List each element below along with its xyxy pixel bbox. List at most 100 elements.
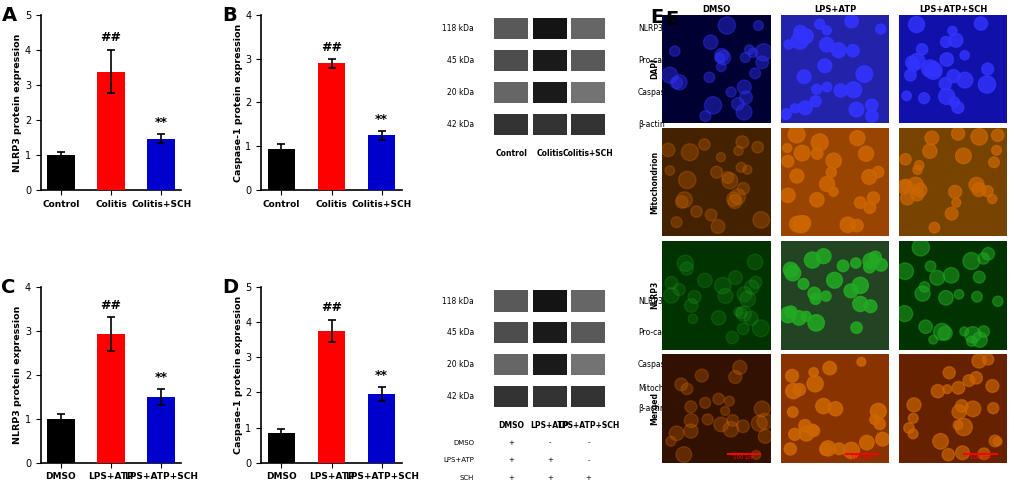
Circle shape	[730, 189, 745, 205]
Circle shape	[869, 403, 886, 419]
Text: 20 kDa: 20 kDa	[446, 88, 474, 97]
Y-axis label: Mitochondrion: Mitochondrion	[650, 150, 659, 214]
Circle shape	[728, 271, 742, 284]
Circle shape	[931, 68, 940, 76]
Circle shape	[820, 291, 830, 301]
Circle shape	[962, 375, 974, 387]
Circle shape	[676, 447, 691, 463]
Circle shape	[749, 276, 761, 288]
Circle shape	[966, 336, 976, 346]
Circle shape	[990, 146, 1001, 155]
Circle shape	[918, 320, 931, 334]
Text: **: **	[155, 116, 167, 129]
Circle shape	[991, 296, 1002, 306]
Circle shape	[924, 62, 942, 79]
Bar	[318, 63, 345, 190]
Bar	[47, 155, 74, 190]
Text: +: +	[507, 440, 514, 446]
Circle shape	[928, 336, 936, 344]
Circle shape	[726, 192, 740, 206]
Circle shape	[981, 354, 993, 365]
Circle shape	[751, 415, 766, 431]
Circle shape	[977, 76, 995, 93]
Circle shape	[704, 97, 720, 114]
Circle shape	[785, 265, 800, 281]
Circle shape	[726, 331, 738, 344]
Bar	[318, 331, 345, 463]
Bar	[148, 397, 175, 463]
Circle shape	[668, 426, 684, 441]
Circle shape	[945, 207, 957, 220]
Circle shape	[851, 277, 867, 294]
Circle shape	[780, 109, 791, 119]
Text: 100 μm: 100 μm	[851, 455, 872, 461]
Circle shape	[985, 379, 998, 393]
Text: D: D	[222, 278, 237, 297]
Circle shape	[785, 370, 798, 382]
Circle shape	[780, 307, 795, 323]
Circle shape	[782, 144, 791, 152]
Circle shape	[710, 166, 722, 178]
Circle shape	[951, 101, 963, 113]
Circle shape	[953, 420, 962, 430]
Circle shape	[751, 450, 760, 459]
Circle shape	[815, 249, 830, 263]
FancyBboxPatch shape	[532, 290, 567, 312]
Circle shape	[973, 17, 986, 30]
Circle shape	[827, 402, 842, 416]
Circle shape	[715, 62, 726, 72]
Circle shape	[875, 432, 889, 446]
Title: DMSO: DMSO	[702, 5, 731, 14]
Text: Colitis+SCH: Colitis+SCH	[562, 149, 613, 158]
FancyBboxPatch shape	[532, 386, 567, 408]
Circle shape	[972, 271, 984, 283]
FancyBboxPatch shape	[532, 322, 567, 343]
Circle shape	[740, 53, 750, 62]
Circle shape	[794, 145, 809, 161]
Circle shape	[797, 70, 810, 84]
Circle shape	[942, 385, 951, 393]
Text: Mitochondrion: Mitochondrion	[637, 384, 692, 393]
FancyBboxPatch shape	[532, 50, 567, 71]
Circle shape	[871, 167, 882, 178]
Circle shape	[969, 372, 981, 384]
Circle shape	[968, 177, 983, 192]
Circle shape	[788, 126, 804, 143]
FancyBboxPatch shape	[493, 386, 528, 408]
Circle shape	[850, 258, 860, 268]
Text: LPS+ATP: LPS+ATP	[530, 421, 569, 431]
Circle shape	[977, 448, 988, 460]
Circle shape	[971, 332, 986, 347]
Circle shape	[863, 261, 874, 273]
Text: 42 kDa: 42 kDa	[446, 120, 474, 129]
Circle shape	[798, 29, 812, 44]
Y-axis label: Merged: Merged	[650, 392, 659, 425]
Circle shape	[843, 442, 859, 459]
Circle shape	[981, 63, 993, 75]
Circle shape	[970, 129, 986, 145]
Circle shape	[673, 283, 685, 296]
Circle shape	[856, 357, 865, 366]
Circle shape	[744, 45, 753, 55]
Circle shape	[922, 144, 936, 158]
Circle shape	[959, 327, 968, 336]
Circle shape	[698, 139, 709, 150]
Text: LPS+ATP: LPS+ATP	[442, 457, 474, 463]
Text: SCH: SCH	[460, 475, 474, 481]
Circle shape	[727, 414, 738, 426]
Y-axis label: DAPI: DAPI	[650, 58, 659, 79]
Circle shape	[897, 180, 911, 194]
Circle shape	[687, 291, 700, 303]
Circle shape	[910, 188, 923, 201]
Text: C: C	[1, 278, 16, 297]
Circle shape	[793, 384, 805, 396]
Circle shape	[977, 326, 988, 337]
Circle shape	[793, 25, 806, 38]
Text: 45 kDa: 45 kDa	[446, 56, 474, 65]
Circle shape	[899, 153, 910, 165]
Circle shape	[784, 306, 796, 318]
Circle shape	[782, 155, 793, 167]
Circle shape	[737, 80, 751, 94]
Circle shape	[825, 272, 842, 288]
Text: ##: ##	[321, 41, 341, 54]
